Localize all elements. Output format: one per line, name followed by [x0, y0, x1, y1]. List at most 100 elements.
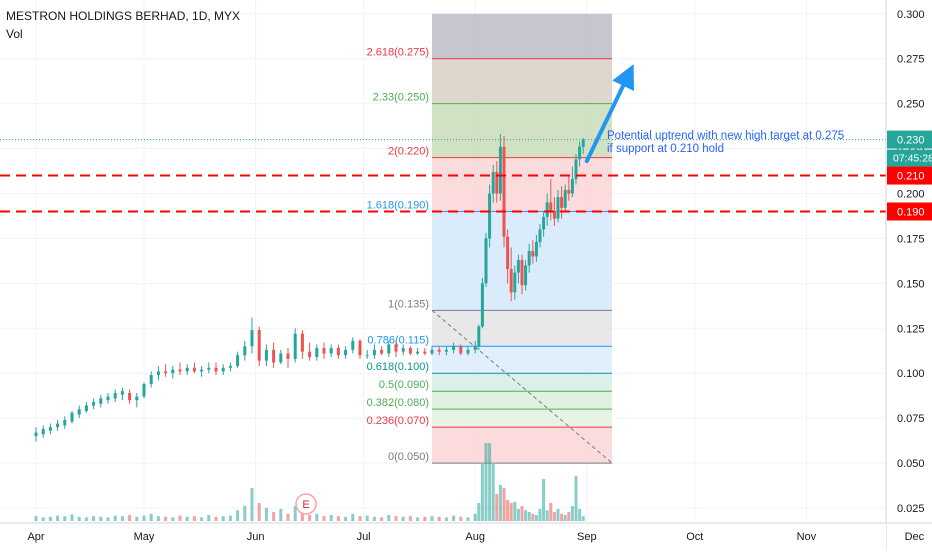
- candle-body[interactable]: [185, 367, 189, 372]
- candle-body[interactable]: [322, 348, 326, 354]
- candle-body[interactable]: [300, 333, 304, 352]
- candle-body[interactable]: [48, 427, 52, 431]
- candle-body[interactable]: [56, 423, 60, 428]
- candle-body[interactable]: [570, 179, 574, 194]
- volume-bar: [315, 513, 319, 521]
- candle-body[interactable]: [34, 432, 38, 437]
- candle-body[interactable]: [542, 216, 546, 230]
- candle-body[interactable]: [513, 272, 517, 293]
- candle-body[interactable]: [531, 251, 535, 257]
- candle-body[interactable]: [286, 353, 290, 359]
- candle-body[interactable]: [106, 396, 110, 401]
- candle-body[interactable]: [581, 139, 585, 147]
- candle-body[interactable]: [520, 260, 524, 286]
- candle-body[interactable]: [41, 428, 45, 435]
- candle-body[interactable]: [466, 349, 470, 354]
- candle-body[interactable]: [257, 330, 261, 361]
- candle-body[interactable]: [372, 349, 376, 356]
- candle-body[interactable]: [156, 371, 160, 376]
- candle-body[interactable]: [63, 419, 67, 426]
- earnings-marker-icon[interactable]: [295, 493, 317, 515]
- candle-body[interactable]: [473, 346, 477, 350]
- candle-body[interactable]: [293, 333, 297, 359]
- volume-bar: [214, 516, 218, 521]
- candle-body[interactable]: [459, 346, 463, 354]
- candle-body[interactable]: [491, 171, 495, 194]
- candle-body[interactable]: [236, 355, 240, 367]
- candle-body[interactable]: [365, 355, 369, 357]
- candle-body[interactable]: [164, 371, 168, 374]
- candle-body[interactable]: [99, 398, 103, 404]
- candle-body[interactable]: [135, 396, 139, 401]
- candle-body[interactable]: [70, 412, 74, 422]
- candle-body[interactable]: [560, 197, 564, 208]
- candle-body[interactable]: [221, 367, 225, 372]
- candle-body[interactable]: [563, 189, 567, 208]
- candle-body[interactable]: [423, 351, 427, 354]
- candle-body[interactable]: [92, 401, 96, 406]
- candle-body[interactable]: [527, 251, 531, 266]
- candle-body[interactable]: [401, 348, 405, 352]
- candle-body[interactable]: [142, 384, 146, 397]
- candle-body[interactable]: [351, 340, 355, 350]
- candle-body[interactable]: [264, 349, 268, 361]
- candle-body[interactable]: [243, 346, 247, 356]
- candle-body[interactable]: [394, 344, 398, 352]
- candle-body[interactable]: [552, 211, 556, 219]
- candle-body[interactable]: [171, 369, 175, 374]
- candle-body[interactable]: [444, 349, 448, 352]
- candle-body[interactable]: [437, 349, 441, 352]
- volume-bar: [142, 515, 146, 521]
- candle-body[interactable]: [534, 242, 538, 257]
- candle-body[interactable]: [556, 197, 560, 219]
- candle-body[interactable]: [336, 348, 340, 356]
- candle-body[interactable]: [250, 330, 254, 347]
- candle-body[interactable]: [178, 369, 182, 372]
- candle-body[interactable]: [315, 348, 319, 358]
- candle-body[interactable]: [214, 367, 218, 372]
- candle-body[interactable]: [484, 238, 488, 284]
- candle-body[interactable]: [408, 348, 412, 354]
- candle-body[interactable]: [77, 409, 81, 415]
- candle-body[interactable]: [84, 405, 88, 411]
- candle-body[interactable]: [578, 146, 582, 160]
- candle-body[interactable]: [538, 229, 542, 243]
- candle-body[interactable]: [279, 353, 283, 363]
- candle-body[interactable]: [387, 344, 391, 354]
- candle-body[interactable]: [502, 146, 506, 237]
- candle-body[interactable]: [329, 348, 333, 354]
- candle-body[interactable]: [228, 366, 232, 368]
- candle-body[interactable]: [477, 326, 481, 347]
- candle-body[interactable]: [567, 189, 571, 194]
- candle-body[interactable]: [380, 349, 384, 354]
- candle-body[interactable]: [113, 392, 117, 399]
- candle-body[interactable]: [128, 392, 132, 401]
- candle-body[interactable]: [200, 369, 204, 372]
- candle-body[interactable]: [149, 375, 153, 384]
- candle-body[interactable]: [498, 146, 502, 194]
- candle-body[interactable]: [192, 367, 196, 372]
- candle-body[interactable]: [452, 346, 456, 350]
- candle-body[interactable]: [495, 171, 499, 194]
- candle-body[interactable]: [506, 236, 510, 269]
- candle-body[interactable]: [344, 349, 348, 356]
- candle-body[interactable]: [488, 193, 492, 239]
- candle-body[interactable]: [120, 391, 124, 395]
- candle-body[interactable]: [516, 260, 520, 273]
- candle-body[interactable]: [509, 268, 513, 293]
- candle-body[interactable]: [430, 349, 434, 354]
- candle-body[interactable]: [524, 265, 528, 286]
- volume-bar: [473, 513, 477, 521]
- candle-body[interactable]: [574, 159, 578, 180]
- candle-body[interactable]: [545, 202, 549, 217]
- candle-body[interactable]: [272, 349, 276, 363]
- candle-body[interactable]: [358, 340, 362, 356]
- candle-body[interactable]: [480, 283, 484, 327]
- candle-body[interactable]: [549, 202, 553, 212]
- candle-body[interactable]: [308, 351, 312, 358]
- trend-annotation[interactable]: Potential uptrend with new high target a…: [607, 130, 845, 155]
- candle-body[interactable]: [416, 351, 420, 354]
- candle-body[interactable]: [207, 367, 211, 370]
